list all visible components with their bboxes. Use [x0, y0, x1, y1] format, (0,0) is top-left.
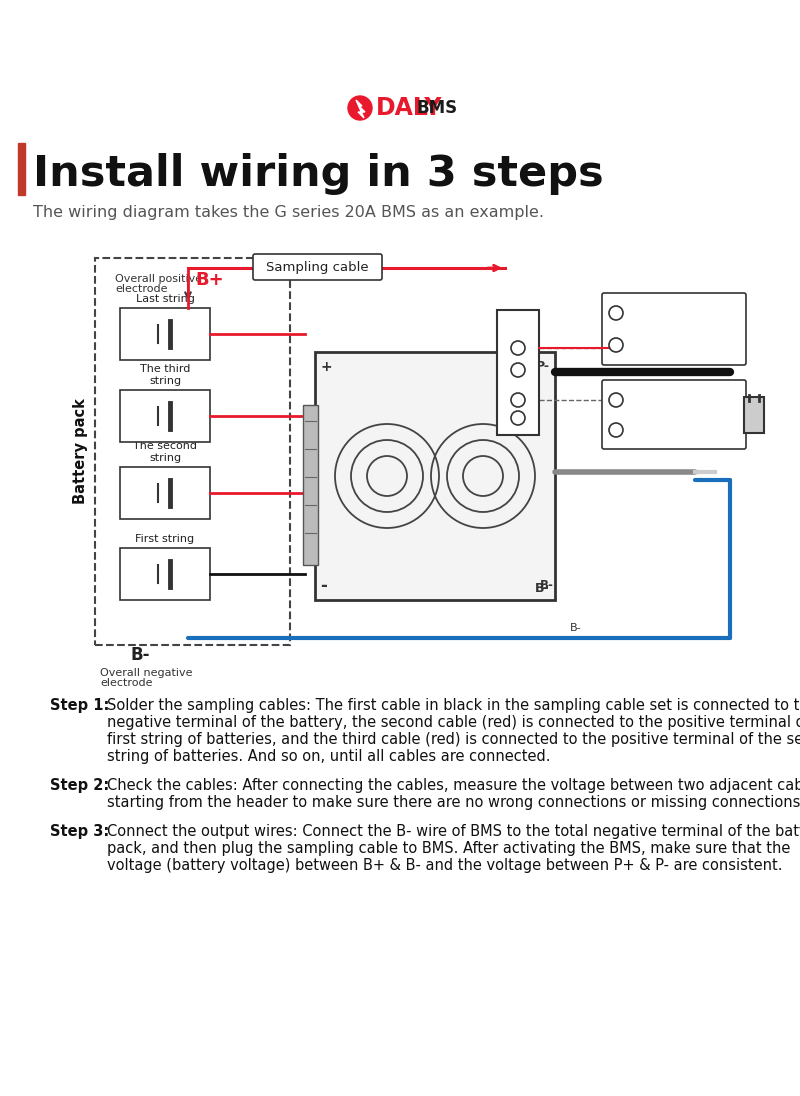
Text: P-: P-	[511, 378, 525, 391]
Text: Battery pack: Battery pack	[74, 399, 89, 504]
Text: B-: B-	[540, 579, 554, 592]
Text: Overall negative: Overall negative	[100, 667, 193, 678]
Text: B-: B-	[535, 582, 550, 595]
Polygon shape	[356, 100, 365, 118]
Text: Connect the output wires: Connect the B- wire of BMS to the total negative termi: Connect the output wires: Connect the B-…	[107, 824, 800, 840]
Bar	[120, 308, 210, 359]
Text: The second
string: The second string	[133, 442, 197, 463]
Text: Last string: Last string	[135, 294, 194, 304]
Text: +: +	[320, 359, 332, 374]
Text: BMS: BMS	[417, 99, 458, 117]
Text: negative terminal of the battery, the second cable (red) is connected to the pos: negative terminal of the battery, the se…	[107, 715, 800, 730]
Circle shape	[348, 96, 372, 119]
Text: P-: P-	[536, 359, 550, 373]
Bar	[120, 390, 210, 442]
Text: First string: First string	[135, 534, 194, 544]
FancyBboxPatch shape	[602, 380, 746, 449]
Bar	[744, 397, 764, 433]
Text: pack, and then plug the sampling cable to BMS. After activating the BMS, make su: pack, and then plug the sampling cable t…	[107, 841, 790, 856]
Text: Recharger: Recharger	[638, 392, 691, 402]
Text: B-: B-	[130, 646, 150, 664]
Text: Check the cables: After connecting the cables, measure the voltage between two a: Check the cables: After connecting the c…	[107, 778, 800, 794]
Text: Solder the sampling cables: The first cable in black in the sampling cable set i: Solder the sampling cables: The first ca…	[107, 698, 800, 713]
Bar	[18, 142, 25, 195]
Bar	[120, 548, 210, 600]
Text: DALY: DALY	[376, 96, 442, 119]
Text: +: +	[628, 392, 638, 402]
Text: Overall positive: Overall positive	[115, 274, 202, 284]
Text: The wiring diagram takes the G series 20A BMS as an example.: The wiring diagram takes the G series 20…	[33, 205, 544, 220]
Text: Step 1:: Step 1:	[50, 698, 110, 713]
Text: electrode: electrode	[115, 284, 167, 294]
Text: P+: P+	[508, 321, 528, 334]
Text: Sampling cable: Sampling cable	[266, 261, 369, 274]
Bar	[315, 352, 555, 600]
Bar	[303, 406, 318, 566]
Bar	[120, 467, 210, 520]
Text: Step 3:: Step 3:	[50, 824, 110, 840]
Text: + Electric machine: + Electric machine	[628, 305, 727, 315]
Text: -: -	[320, 576, 327, 595]
Text: string of batteries. And so on, until all cables are connected.: string of batteries. And so on, until al…	[107, 749, 550, 764]
Bar	[497, 310, 539, 435]
FancyBboxPatch shape	[253, 254, 382, 279]
Text: B-: B-	[570, 623, 582, 633]
FancyBboxPatch shape	[602, 293, 746, 365]
Text: Install wiring in 3 steps: Install wiring in 3 steps	[33, 153, 604, 195]
Text: The third
string: The third string	[140, 364, 190, 386]
Text: B+: B+	[195, 271, 224, 289]
Text: electrode: electrode	[100, 678, 153, 688]
Text: Step 2:: Step 2:	[50, 778, 110, 794]
Text: - load: - load	[628, 340, 658, 350]
Text: starting from the header to make sure there are no wrong connections or missing : starting from the header to make sure th…	[107, 795, 800, 810]
Text: first string of batteries, and the third cable (red) is connected to the positiv: first string of batteries, and the third…	[107, 732, 800, 747]
Text: voltage (battery voltage) between B+ & B- and the voltage between P+ & P- are co: voltage (battery voltage) between B+ & B…	[107, 858, 782, 874]
